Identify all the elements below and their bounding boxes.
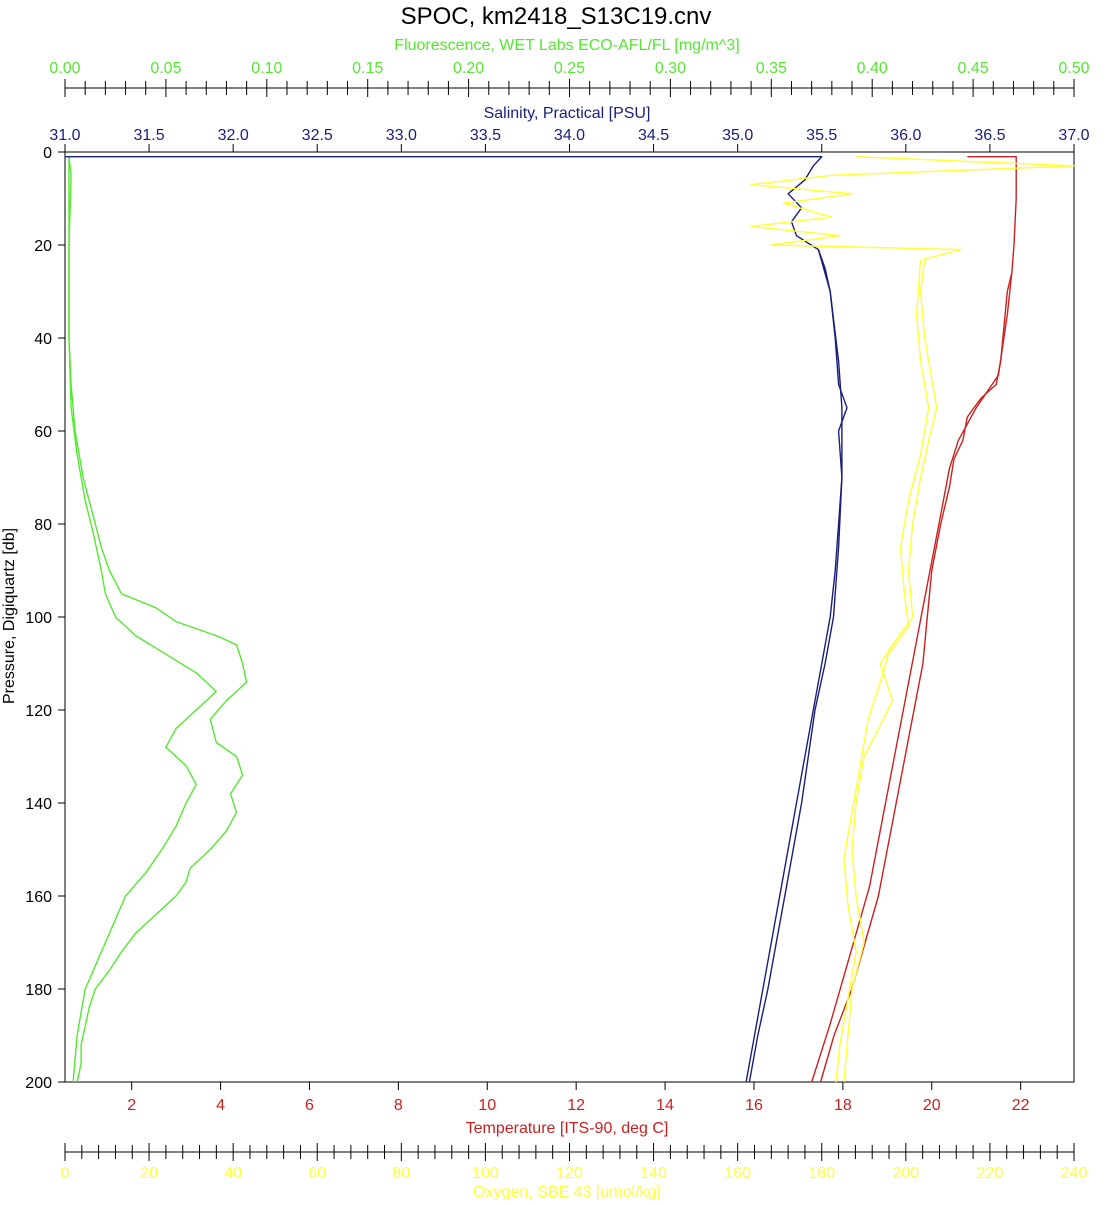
- y-tick-label: 140: [25, 796, 52, 813]
- plot-frame: [64, 151, 1075, 1083]
- y-tick-label: 200: [25, 1075, 52, 1092]
- oxygen-tick-label: 60: [308, 1165, 326, 1182]
- oxygen-tick-label: 220: [977, 1165, 1004, 1182]
- series-group: [65, 155, 1075, 1083]
- salinity-tick-label: 31.5: [134, 127, 165, 144]
- salinity-tick-label: 32.5: [302, 127, 333, 144]
- fluorescence-tick-label: 0.05: [150, 60, 181, 77]
- y-tick-label: 160: [25, 889, 52, 906]
- salinity-profile-line: [65, 155, 848, 1083]
- fluorescence-tick-label: 0.15: [352, 60, 383, 77]
- fluorescence-axis-label: Fluorescence, WET Labs ECO-AFL/FL [mg/m^…: [394, 37, 739, 54]
- temperature-profile-line: [819, 155, 1017, 1083]
- salinity-tick-label: 36.5: [974, 127, 1005, 144]
- salinity-tick-label: 35.0: [722, 127, 753, 144]
- y-tick-label: 120: [25, 703, 52, 720]
- fluorescence-tick-label: 0.20: [453, 60, 484, 77]
- temperature-tick-label: 22: [1012, 1097, 1030, 1114]
- y-tick-label: 40: [34, 331, 52, 348]
- oxygen-tick-label: 20: [140, 1165, 158, 1182]
- salinity-tick-label: 34.0: [554, 127, 585, 144]
- oxygen-tick-label: 120: [556, 1165, 583, 1182]
- oxygen-tick-label: 200: [892, 1165, 919, 1182]
- temperature-profile-line: [811, 272, 1013, 1083]
- temperature-tick-label: 10: [478, 1097, 496, 1114]
- oxygen-axis-label: Oxygen, SBE 43 [umol/kg]: [473, 1184, 661, 1200]
- oxygen-tick-label: 80: [392, 1165, 410, 1182]
- temperature-tick-label: 12: [567, 1097, 585, 1114]
- oxygen-tick-label: 0: [61, 1165, 70, 1182]
- fluorescence-profile-line: [68, 156, 218, 1083]
- salinity-tick-label: 37.0: [1058, 127, 1089, 144]
- oxygen-profile-line: [750, 156, 1075, 1083]
- oxygen-profile-line: [835, 258, 930, 1083]
- oxygen-tick-label: 40: [224, 1165, 242, 1182]
- pressure-axis-label: Pressure, Digiquartz [db]: [1, 528, 18, 704]
- temperature-tick-label: 8: [394, 1097, 403, 1114]
- salinity-tick-label: 33.5: [470, 127, 501, 144]
- salinity-tick-label: 33.0: [386, 127, 417, 144]
- salinity-tick-label: 34.5: [638, 127, 669, 144]
- temperature-tick-label: 2: [127, 1097, 136, 1114]
- y-tick-label: 60: [34, 424, 52, 441]
- fluorescence-tick-label: 0.45: [958, 60, 989, 77]
- chart-title: SPOC, km2418_S13C19.cnv: [401, 3, 712, 30]
- oxygen-tick-label: 100: [472, 1165, 499, 1182]
- temperature-tick-label: 20: [923, 1097, 941, 1114]
- oxygen-tick-label: 140: [640, 1165, 667, 1182]
- temperature-tick-label: 18: [834, 1097, 852, 1114]
- fluorescence-tick-label: 0.10: [251, 60, 282, 77]
- temperature-axis-label: Temperature [ITS-90, deg C]: [466, 1120, 669, 1137]
- y-tick-label: 180: [25, 982, 52, 999]
- temperature-tick-label: 16: [745, 1097, 763, 1114]
- y-tick-label: 100: [25, 610, 52, 627]
- salinity-tick-label: 31.0: [49, 127, 80, 144]
- salinity-profile-line: [748, 249, 843, 1083]
- fluorescence-tick-label: 0.35: [756, 60, 787, 77]
- oxygen-tick-label: 160: [724, 1165, 751, 1182]
- temperature-tick-label: 14: [656, 1097, 674, 1114]
- y-tick-label: 0: [43, 145, 52, 162]
- fluorescence-profile-line: [68, 156, 248, 1083]
- temperature-tick-label: 4: [216, 1097, 225, 1114]
- oxygen-tick-label: 240: [1061, 1165, 1088, 1182]
- y-tick-label: 80: [34, 517, 52, 534]
- fluorescence-tick-label: 0.25: [554, 60, 585, 77]
- fluorescence-tick-label: 0.50: [1058, 60, 1089, 77]
- salinity-tick-label: 35.5: [806, 127, 837, 144]
- fluorescence-tick-label: 0.00: [49, 60, 80, 77]
- salinity-axis-label: Salinity, Practical [PSU]: [484, 105, 651, 122]
- salinity-tick-label: 32.0: [218, 127, 249, 144]
- temperature-tick-label: 6: [305, 1097, 314, 1114]
- y-tick-label: 20: [34, 238, 52, 255]
- fluorescence-tick-label: 0.40: [857, 60, 888, 77]
- oxygen-tick-label: 180: [808, 1165, 835, 1182]
- salinity-tick-label: 36.0: [890, 127, 921, 144]
- fluorescence-tick-label: 0.30: [655, 60, 686, 77]
